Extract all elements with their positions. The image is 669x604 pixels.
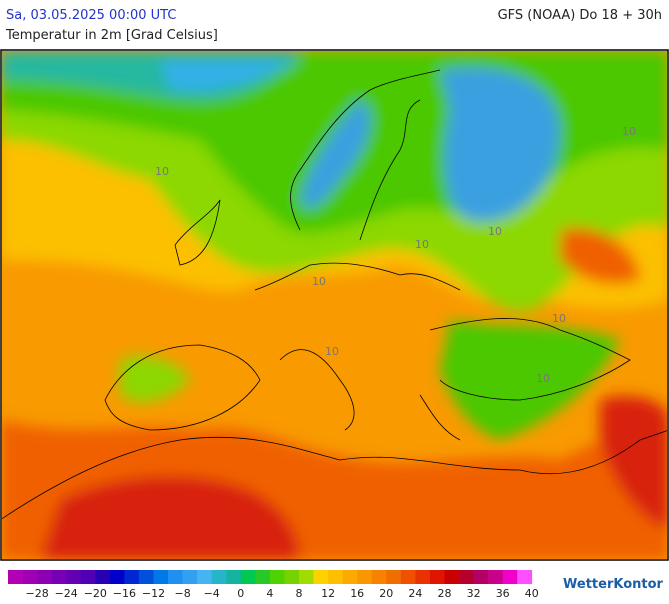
colorbar-cell (488, 570, 503, 584)
colorbar-cell (182, 570, 198, 584)
contour-label: 10 (488, 225, 502, 238)
colorbar-tick-label: 36 (496, 587, 510, 600)
colorbar-tick-label: 8 (296, 587, 303, 600)
colorbar-tick-label: 0 (237, 587, 244, 600)
colorbar-cell (473, 570, 489, 584)
colorbar-cell (459, 570, 474, 584)
colorbar-cell (386, 570, 402, 584)
colorbar-cell (109, 570, 125, 584)
colorbar-cell (95, 570, 111, 584)
colorbar-tick-label: 28 (438, 587, 452, 600)
colorbar-cell (124, 570, 140, 584)
colorbar-cell (255, 570, 271, 584)
colorbar-tick-label: −28 (25, 587, 48, 600)
colorbar-cell (517, 570, 533, 584)
colorbar-cell (226, 570, 242, 584)
colorbar-tick-label: −4 (204, 587, 220, 600)
colorbar-cell (313, 570, 329, 584)
colorbar-cell (22, 570, 38, 584)
colorbar-cell (400, 570, 416, 584)
colorbar-cell (138, 570, 154, 584)
contour-label: 10 (312, 275, 326, 288)
contour-label: 10 (536, 372, 550, 385)
datetime: Sa, 03.05.2025 00:00 UTC (6, 8, 176, 23)
colorbar-tick-label: 24 (408, 587, 422, 600)
coastlines (2, 69, 667, 520)
colorbar-cell (153, 570, 169, 584)
colorbar-cell (415, 570, 431, 584)
model-info: GFS (NOAA) Do 18 + 30h (498, 8, 662, 23)
contour-label: 10 (155, 165, 169, 178)
colorbar-cell (444, 570, 460, 584)
map-frame (0, 49, 669, 561)
temperature-map: 10 10 10 10 10 10 10 10 (2, 51, 667, 559)
colorbar-cell (357, 570, 373, 584)
colorbar-cell (168, 570, 183, 584)
colorbar-cell (66, 570, 82, 584)
colorbar-cell (197, 570, 212, 584)
brand: WetterKontor (563, 577, 664, 592)
colorbar-tick-label: 40 (525, 587, 539, 600)
colorbar-cell (371, 570, 387, 584)
colorbar-cell (284, 570, 300, 584)
contour-label: 10 (622, 125, 636, 138)
colorbar-tick-label: −24 (55, 587, 78, 600)
colorbar-tick-label: −20 (84, 587, 107, 600)
contour-label: 10 (552, 312, 566, 325)
colorbar-cell (240, 570, 256, 584)
colorbar-tick-label: 20 (379, 587, 393, 600)
colorbar-cell (80, 570, 96, 584)
colorbar-tick-label: −12 (142, 587, 165, 600)
colorbar-cell (328, 570, 343, 584)
colorbar-cell (211, 570, 227, 584)
colorbar-tick-label: −16 (113, 587, 136, 600)
colorbar-cell (429, 570, 445, 584)
colorbar-cell (342, 570, 358, 584)
colorbar-cell (8, 570, 23, 584)
colorbar-tick-label: 16 (350, 587, 364, 600)
colorbar: −28 −24 −20 −16 −12 −8 −4 0 4 8 12 16 20 24 28 32 36 40 (8, 570, 539, 600)
subtitle: Temperatur in 2m [Grad Celsius] (5, 28, 218, 43)
colorbar-cell (299, 570, 314, 584)
colorbar-tick-label: −8 (174, 587, 190, 600)
contour-label: 10 (415, 238, 429, 251)
colorbar-cell (37, 570, 52, 584)
colorbar-cell (269, 570, 285, 584)
colorbar-tick-label: 32 (467, 587, 481, 600)
colorbar-cell (502, 570, 518, 584)
contour-labels: 10 10 10 10 10 10 10 10 (155, 125, 636, 385)
contour-label: 10 (325, 345, 339, 358)
colorbar-tick-label: 4 (266, 587, 273, 600)
colorbar-tick-label: 12 (321, 587, 335, 600)
colorbar-cell (51, 570, 67, 584)
